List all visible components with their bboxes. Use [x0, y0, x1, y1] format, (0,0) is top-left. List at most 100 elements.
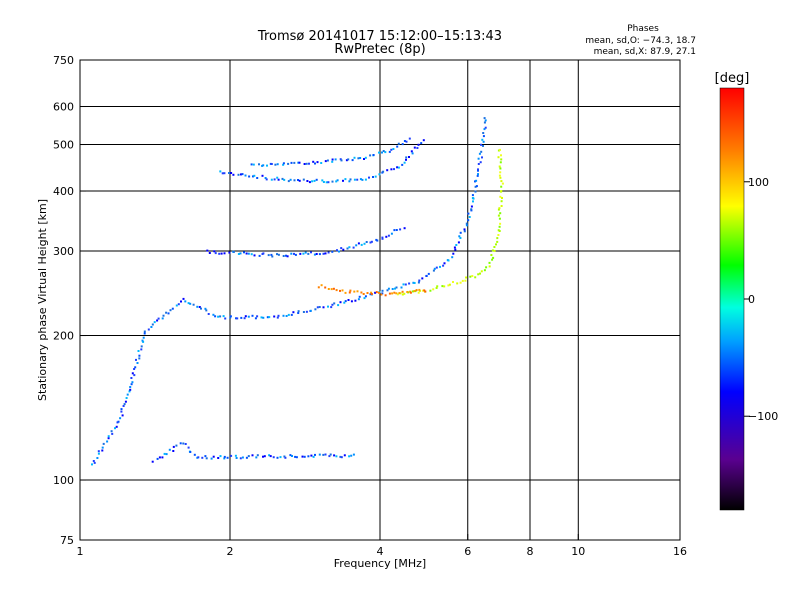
echo-point [341, 289, 344, 292]
echo-point [463, 228, 466, 231]
echo-point [386, 169, 389, 172]
echo-point [455, 244, 458, 246]
echo-point [353, 156, 356, 159]
echo-point [483, 269, 486, 272]
echo-point [370, 291, 373, 294]
echo-point [290, 252, 293, 255]
echo-point [386, 289, 389, 292]
echo-point [322, 181, 325, 183]
echo-point [262, 316, 265, 319]
echo-point [125, 397, 128, 399]
echo-point [171, 307, 174, 310]
echo-point [302, 252, 305, 255]
echo-point [245, 252, 248, 255]
echo-point [402, 283, 405, 286]
echo-point [384, 294, 387, 297]
echo-point [482, 135, 485, 138]
y-tick-label: 300 [53, 245, 74, 258]
echo-point [250, 253, 253, 256]
phase-stats-x: mean, sd,X: 87.9, 27.1 [594, 47, 696, 57]
echo-point [239, 457, 242, 460]
echo-point [172, 450, 175, 452]
echo-point [256, 315, 259, 318]
echo-point [336, 249, 338, 252]
echo-point [370, 240, 373, 243]
echo-point [91, 463, 93, 466]
echo-point [131, 381, 134, 384]
echo-point [305, 162, 308, 165]
echo-point [335, 180, 338, 183]
echo-point [340, 159, 343, 162]
echo-point [497, 214, 500, 217]
echo-point [399, 228, 402, 231]
echo-point [317, 286, 320, 289]
echo-point [418, 288, 421, 291]
echo-point [172, 445, 175, 448]
echo-point [129, 388, 132, 391]
echo-point [499, 212, 502, 215]
echo-point [378, 291, 380, 294]
y-tick-label: 750 [53, 54, 74, 67]
echo-point [416, 147, 419, 149]
echo-point [454, 248, 457, 251]
echo-point [408, 137, 411, 140]
echo-point [325, 181, 328, 184]
echo-point [307, 455, 310, 458]
echo-point [499, 161, 502, 164]
echo-point [137, 350, 140, 352]
echo-point [401, 290, 404, 293]
echo-point [345, 159, 348, 162]
echo-point [247, 315, 250, 318]
echo-point [101, 446, 104, 449]
echo-point [142, 340, 145, 343]
x-tick-label: 10 [571, 545, 585, 558]
echo-point [439, 265, 441, 268]
echo-point [467, 219, 470, 222]
echo-point [491, 258, 494, 261]
echo-point [115, 425, 118, 428]
echo-point [395, 292, 398, 295]
echo-point [475, 179, 478, 182]
echo-point [187, 446, 190, 449]
colorbar-label: [deg] [715, 71, 750, 86]
echo-point [322, 306, 325, 309]
echo-point [378, 151, 380, 154]
echo-point [403, 227, 406, 230]
echo-point [410, 150, 413, 153]
echo-point [381, 289, 384, 292]
echo-point [452, 252, 455, 255]
echo-point [496, 237, 499, 240]
echo-point [421, 289, 424, 292]
echo-point [488, 261, 491, 264]
echo-point [156, 319, 159, 322]
echo-point [414, 290, 417, 293]
echo-point [352, 246, 355, 249]
echo-point [290, 161, 293, 164]
echo-point [485, 266, 488, 269]
echo-point [337, 304, 340, 307]
echo-point [244, 315, 247, 318]
echo-point [182, 442, 185, 445]
echo-point [293, 161, 296, 164]
echo-point [435, 266, 438, 269]
echo-point [293, 252, 295, 255]
echo-point [230, 172, 233, 174]
echo-point [261, 164, 264, 167]
echo-point [500, 180, 503, 183]
echo-point [344, 291, 347, 294]
echo-point [471, 197, 474, 199]
echo-point [244, 174, 247, 177]
echo-point [499, 195, 502, 198]
echo-point [97, 450, 100, 453]
echo-point [212, 455, 215, 458]
echo-point [262, 164, 265, 167]
echo-point [290, 313, 293, 316]
echo-point [204, 307, 207, 310]
echo-point [128, 390, 131, 393]
echo-point [385, 235, 388, 238]
y-tick-label: 200 [53, 330, 74, 343]
echo-point [196, 305, 199, 308]
echo-point [495, 243, 497, 246]
echo-point [336, 179, 339, 182]
